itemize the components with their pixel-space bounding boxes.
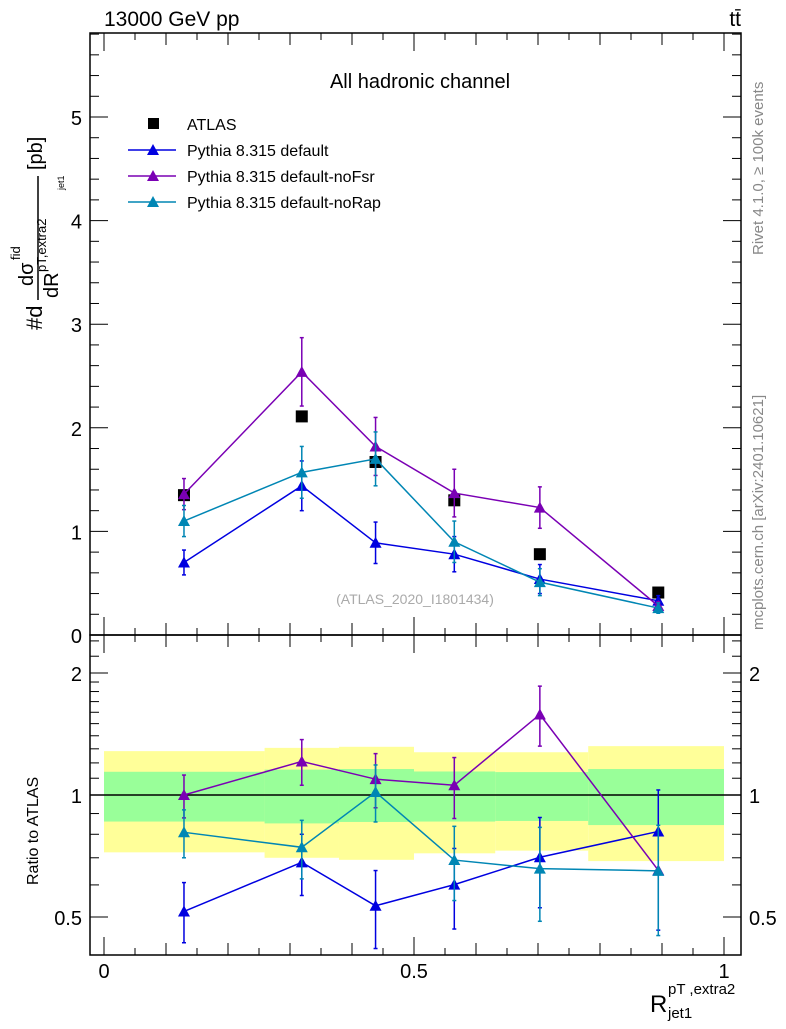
- ratio-y-tick-label-right: 2: [749, 664, 760, 686]
- x-tick-label: 0.5: [400, 961, 428, 983]
- y-tick-label: 3: [71, 315, 82, 337]
- ratio-line: [183, 791, 659, 872]
- ratio-point: [177, 905, 190, 917]
- ratio-point: [533, 708, 546, 720]
- plot-title: All hadronic channel: [330, 71, 510, 93]
- legend-label-noRap: Pythia 8.315 default-noRap: [187, 195, 381, 212]
- legend-marker-default: [147, 144, 159, 155]
- ratio-y-tick-label-right: 0.5: [749, 908, 777, 930]
- series-noRap: [177, 431, 665, 614]
- ylabel-den-sub: jet1: [56, 175, 66, 191]
- legend-marker-noFsr: [147, 170, 159, 181]
- y-axis-label-top: #d dσ fid dR pT,extra2 jet1 [pb]: [8, 137, 66, 330]
- data-point-atlas: [533, 548, 546, 561]
- ratio-line: [183, 830, 659, 913]
- data-point: [652, 602, 665, 614]
- y-tick-label: 2: [71, 419, 82, 441]
- y-tick-label: 1: [71, 522, 82, 544]
- series-layer: [177, 336, 665, 950]
- y-tick-label: 4: [71, 212, 82, 234]
- data-point: [448, 535, 461, 547]
- ratio-y-tick-label: 2: [71, 664, 82, 686]
- ratio-point: [369, 899, 382, 911]
- ylabel-sup: fid: [8, 246, 23, 260]
- data-point: [369, 536, 382, 548]
- ylabel-num: dσ: [16, 262, 38, 286]
- ratio-y-tick-label: 0.5: [54, 908, 82, 930]
- axes: 0 1 2 3 4 5 0.5 0.5 1 1 2 2 0 0.5 1: [54, 32, 777, 983]
- header-left: 13000 GeV pp: [104, 8, 239, 31]
- ratio-point: [177, 826, 190, 838]
- xlabel-sub: jet1: [667, 1005, 692, 1022]
- x-tick-label: 0: [98, 961, 109, 983]
- ratio-point: [369, 786, 382, 798]
- data-point-atlas: [652, 586, 665, 599]
- ylabel-pre: #d: [22, 306, 47, 330]
- data-point: [177, 556, 190, 568]
- xlabel-sup: pT ,extra2: [668, 981, 735, 998]
- data-point: [295, 365, 308, 377]
- series-default: [177, 460, 665, 607]
- x-tick-label: 1: [718, 961, 729, 983]
- data-point: [177, 515, 190, 527]
- y-tick-label: 5: [71, 108, 82, 130]
- y-tick-label: 0: [71, 626, 82, 648]
- ratio-point: [295, 841, 308, 853]
- data-point: [177, 488, 190, 500]
- ratio-point: [533, 862, 546, 874]
- ratio-point: [177, 789, 190, 800]
- legend-label-noFsr: Pythia 8.315 default-noFsr: [187, 169, 375, 186]
- legend-marker-atlas: [148, 118, 159, 129]
- data-point: [533, 501, 546, 513]
- series-line: [183, 484, 659, 602]
- watermark: (ATLAS_2020_I1801434): [336, 591, 494, 607]
- xlabel-main: R: [650, 991, 667, 1018]
- ratio-line: [183, 713, 659, 871]
- ylabel-unit: [pb]: [25, 137, 47, 170]
- ratio-point: [295, 755, 308, 767]
- band-inner-bin: [495, 772, 589, 821]
- band-inner-bin: [588, 769, 724, 826]
- side-rivet: Rivet 4.1.0, ≥ 100k events: [750, 82, 767, 255]
- legend: ATLAS Pythia 8.315 default Pythia 8.315 de…: [128, 117, 381, 212]
- legend-label-default: Pythia 8.315 default: [187, 143, 329, 160]
- y-axis-label-ratio: Ratio to ATLAS: [25, 777, 42, 885]
- ratio-point: [448, 779, 461, 791]
- data-point: [533, 576, 546, 588]
- data-point-atlas: [295, 410, 308, 423]
- data-point: [295, 466, 308, 478]
- data-point: [369, 452, 382, 464]
- legend-label-atlas: ATLAS: [187, 117, 237, 134]
- ratio-series-noRap: [177, 764, 665, 937]
- bands: [90, 746, 741, 862]
- ylabel-den: dR: [41, 272, 63, 298]
- series-atlas: [177, 410, 665, 599]
- side-mcplots: mcplots.cern.ch [arXiv:2401.10621]: [750, 395, 767, 630]
- ratio-point: [652, 864, 665, 876]
- ylabel-den-sup: pT,extra2: [34, 219, 49, 272]
- x-axis-label: R pT ,extra2 jet1: [650, 981, 735, 1022]
- series-line: [183, 370, 659, 607]
- ratio-y-tick-label-right: 1: [749, 786, 760, 808]
- series-noFsr: [177, 336, 665, 611]
- data-point: [448, 487, 461, 499]
- series-line: [183, 458, 659, 609]
- ratio-y-tick-label: 1: [71, 786, 82, 808]
- ratio-point: [448, 854, 461, 866]
- legend-marker-noRap: [147, 196, 159, 207]
- header-right: tt̄: [729, 8, 741, 31]
